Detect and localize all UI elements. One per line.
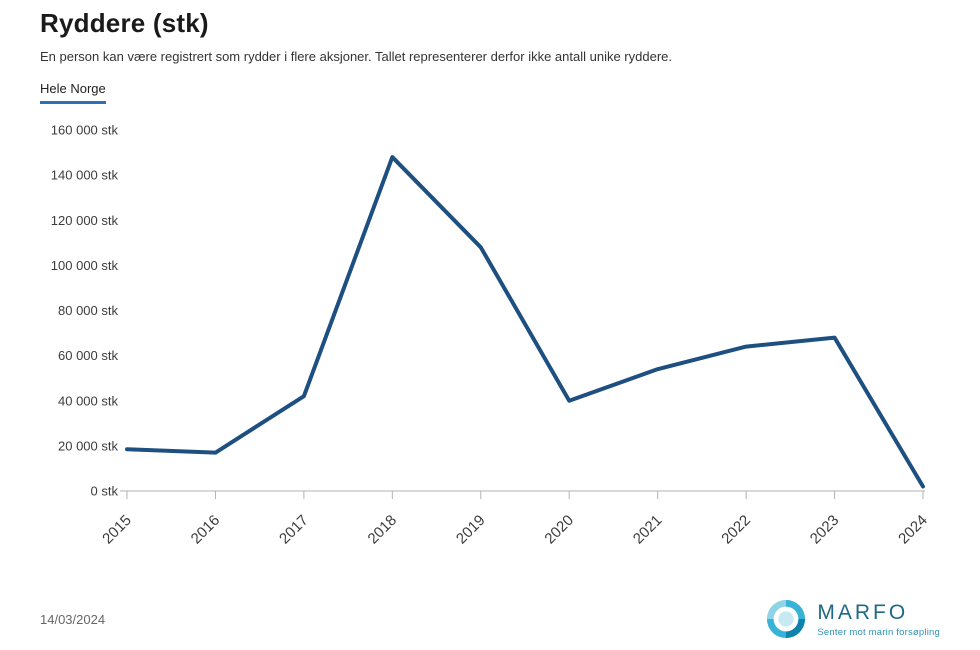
line-chart: 0 stk 20 000 stk 40 000 stk 60 000 stk 80 00… [0,116,980,590]
x-axis-label: 2016 [188,512,224,548]
page-title: Ryddere (stk) [40,8,209,38]
chart-canvas: 0 stk 20 000 stk 40 000 stk 60 000 stk 80 00… [51,123,931,548]
logo-tagline: Senter mot marin forsøpling [817,626,940,638]
marfo-swirl-icon [767,599,806,639]
y-axis-label: 100 000 stk [51,258,119,273]
chart-header: Ryddere (stk) En person kan være registr… [40,8,940,104]
logo-wordmark: MARFO [817,600,909,624]
y-axis-label: 160 000 stk [51,123,119,138]
x-axis-label: 2022 [718,512,754,548]
y-axis-label: 60 000 stk [58,348,118,363]
x-axis-label: 2020 [541,512,577,548]
y-axis-label: 0 stk [91,484,119,499]
x-axis-label: 2018 [365,512,401,548]
footer-date: 14/03/2024 [40,612,106,627]
x-axis-label: 2015 [99,512,135,548]
x-axis-label: 2019 [453,512,489,548]
y-axis-label: 20 000 stk [58,438,118,453]
tab-label: Hele Norge [40,81,106,96]
marfo-logo: MARFO Senter mot marin forsøpling [765,598,940,640]
x-axis-label: 2017 [276,512,312,548]
data-line [125,155,925,489]
x-axis-label: 2024 [895,512,931,548]
y-axis-label: 140 000 stk [51,168,119,183]
logo-text: MARFO Senter mot marin forsøpling [817,601,940,638]
y-axis-label: 80 000 stk [58,303,118,318]
x-axis-label: 2023 [807,512,843,548]
y-axis-label: 120 000 stk [51,213,119,228]
x-axis-label: 2021 [630,512,666,548]
tab-hele-norge[interactable]: Hele Norge [40,81,106,104]
y-axis-label: 40 000 stk [58,393,118,408]
page-subtitle: En person kan være registrert som rydder… [40,49,672,64]
